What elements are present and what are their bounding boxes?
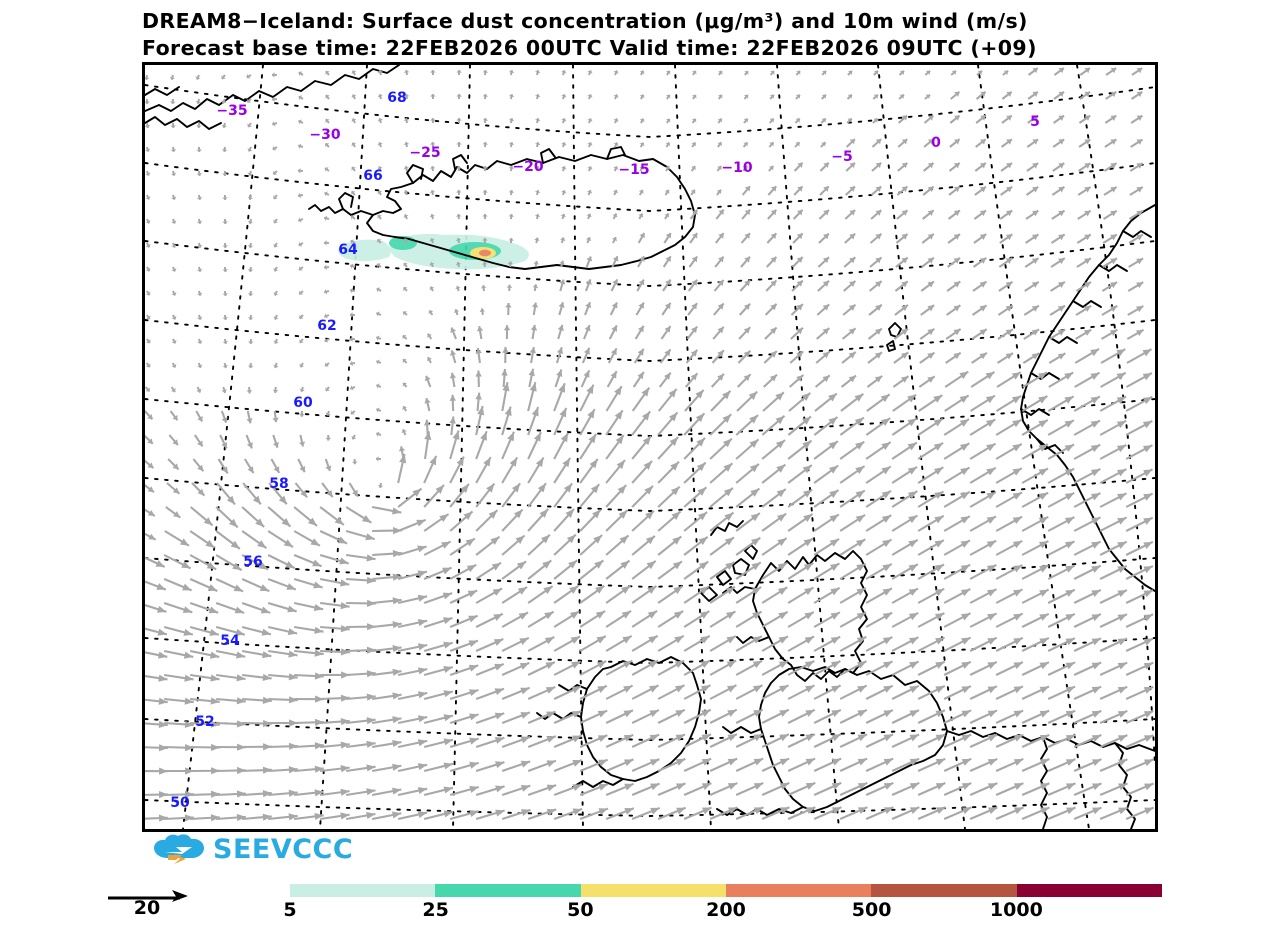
colorbar-segment-200 xyxy=(725,884,872,897)
page-title: DREAM8−Iceland: Surface dust concentrati… xyxy=(142,8,1282,62)
colorbar-tick-500: 500 xyxy=(851,899,892,921)
latitude-label-64: 64 xyxy=(338,242,358,258)
latitude-label-62: 62 xyxy=(317,318,337,334)
longitude-label-minus20: −20 xyxy=(512,159,544,175)
latitude-label-52: 52 xyxy=(195,714,215,730)
map-panel xyxy=(142,62,1158,832)
colorbar-segment-500 xyxy=(871,884,1017,897)
title-line-2: Forecast base time: 22FEB2026 00UTC Vali… xyxy=(142,36,1037,60)
latitude-label-66: 66 xyxy=(363,168,383,184)
longitude-label-minus15: −15 xyxy=(618,162,650,178)
latitude-label-58: 58 xyxy=(269,476,289,492)
colorbar-segment-1000 xyxy=(1016,884,1162,897)
longitude-label-minus5: −5 xyxy=(831,149,853,165)
colorbar-tick-50: 50 xyxy=(567,899,594,921)
longitude-label-minus25: −25 xyxy=(409,145,441,161)
logo-text: SEEVCCC xyxy=(213,834,354,865)
colorbar-tick-25: 25 xyxy=(422,899,449,921)
coastlines xyxy=(145,65,1155,829)
longitude-label-minus30: −30 xyxy=(309,127,341,143)
colorbar-segment-25 xyxy=(435,884,581,897)
seevccc-logo: SEEVCCC xyxy=(152,834,362,868)
colorbar-tick-1000: 1000 xyxy=(989,899,1043,921)
longitude-label-minus10: −10 xyxy=(721,160,753,176)
wind-scale-arrow xyxy=(108,890,188,902)
dust-colorbar xyxy=(290,884,1162,897)
title-line-1: DREAM8−Iceland: Surface dust concentrati… xyxy=(142,9,1028,33)
latitude-label-54: 54 xyxy=(220,633,240,649)
longitude-label-minus35: −35 xyxy=(216,103,248,119)
longitude-label-0: 0 xyxy=(931,135,941,151)
colorbar-segment-50 xyxy=(580,884,726,897)
colorbar-segment-5 xyxy=(290,884,436,897)
latitude-label-56: 56 xyxy=(243,554,263,570)
cloud-icon xyxy=(154,834,204,864)
colorbar-tick-5: 5 xyxy=(283,899,297,921)
colorbar-tick-200: 200 xyxy=(706,899,746,921)
latitude-label-50: 50 xyxy=(170,795,190,811)
map-canvas xyxy=(145,65,1155,829)
longitude-label-5: 5 xyxy=(1030,114,1040,130)
latitude-label-68: 68 xyxy=(387,90,407,106)
wind-scale-label: 20 xyxy=(133,897,161,919)
dust-colorbar-ticks: 5 25 50 200 500 1000 xyxy=(283,899,1162,925)
latitude-label-60: 60 xyxy=(293,395,313,411)
